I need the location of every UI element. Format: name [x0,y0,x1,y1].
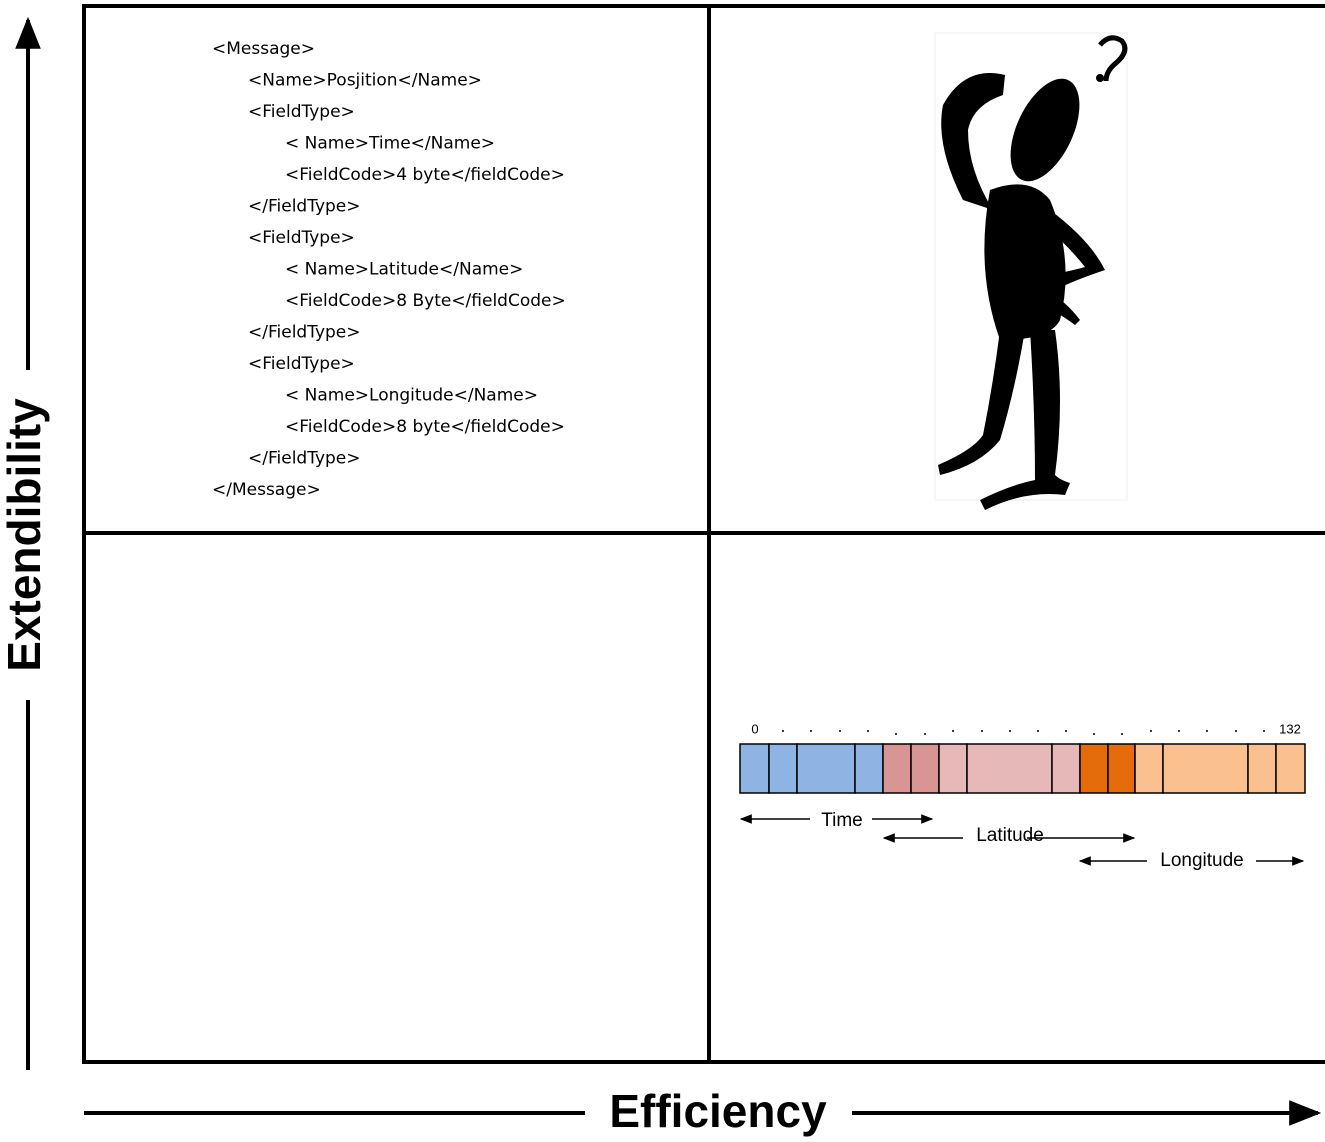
field-label: Latitude [976,825,1044,846]
xml-line: <Name>Posjition</Name> [248,71,482,91]
xml-line: <FieldType> [248,228,355,248]
xml-line: < Name>Time</Name> [285,134,495,154]
xml-line: </Message> [212,480,321,500]
xml-line: <Message> [212,39,315,59]
bit-end-label: 132 [1279,721,1301,736]
thinking-figure [935,33,1127,510]
xml-line: <FieldCode>8 Byte</fieldCode> [285,291,566,311]
xml-line: </FieldType> [248,323,361,343]
xml-line: </FieldType> [248,197,361,217]
bit-segments [740,744,1305,793]
xml-line: <FieldCode>8 byte</fieldCode> [285,417,565,437]
y-axis-title: Extendibility [0,398,50,672]
xml-line: </FieldType> [248,449,361,469]
xml-listing: <Message> <Name>Posjition</Name> <FieldT… [212,39,566,500]
bit-start-label: 0 [751,721,758,736]
xml-line: < Name>Latitude</Name> [285,260,523,280]
diagram: <Message> <Name>Posjition</Name> <FieldT… [0,0,1325,1142]
xml-line: < Name>Longitude</Name> [285,386,538,406]
x-axis-title: Efficiency [609,1085,827,1137]
field-label: Time [821,810,863,831]
bitfield: 0 132 [740,721,1305,871]
bit-dots [782,730,1265,735]
xml-line: <FieldCode>4 byte</fieldCode> [285,165,565,185]
field-label: Longitude [1160,850,1243,871]
quadrant-grid [84,6,1325,1062]
xml-line: <FieldType> [248,102,355,122]
page: {"axes": {"y_label": "Extendibility", "x… [0,0,1325,1142]
xml-line: <FieldType> [248,354,355,374]
